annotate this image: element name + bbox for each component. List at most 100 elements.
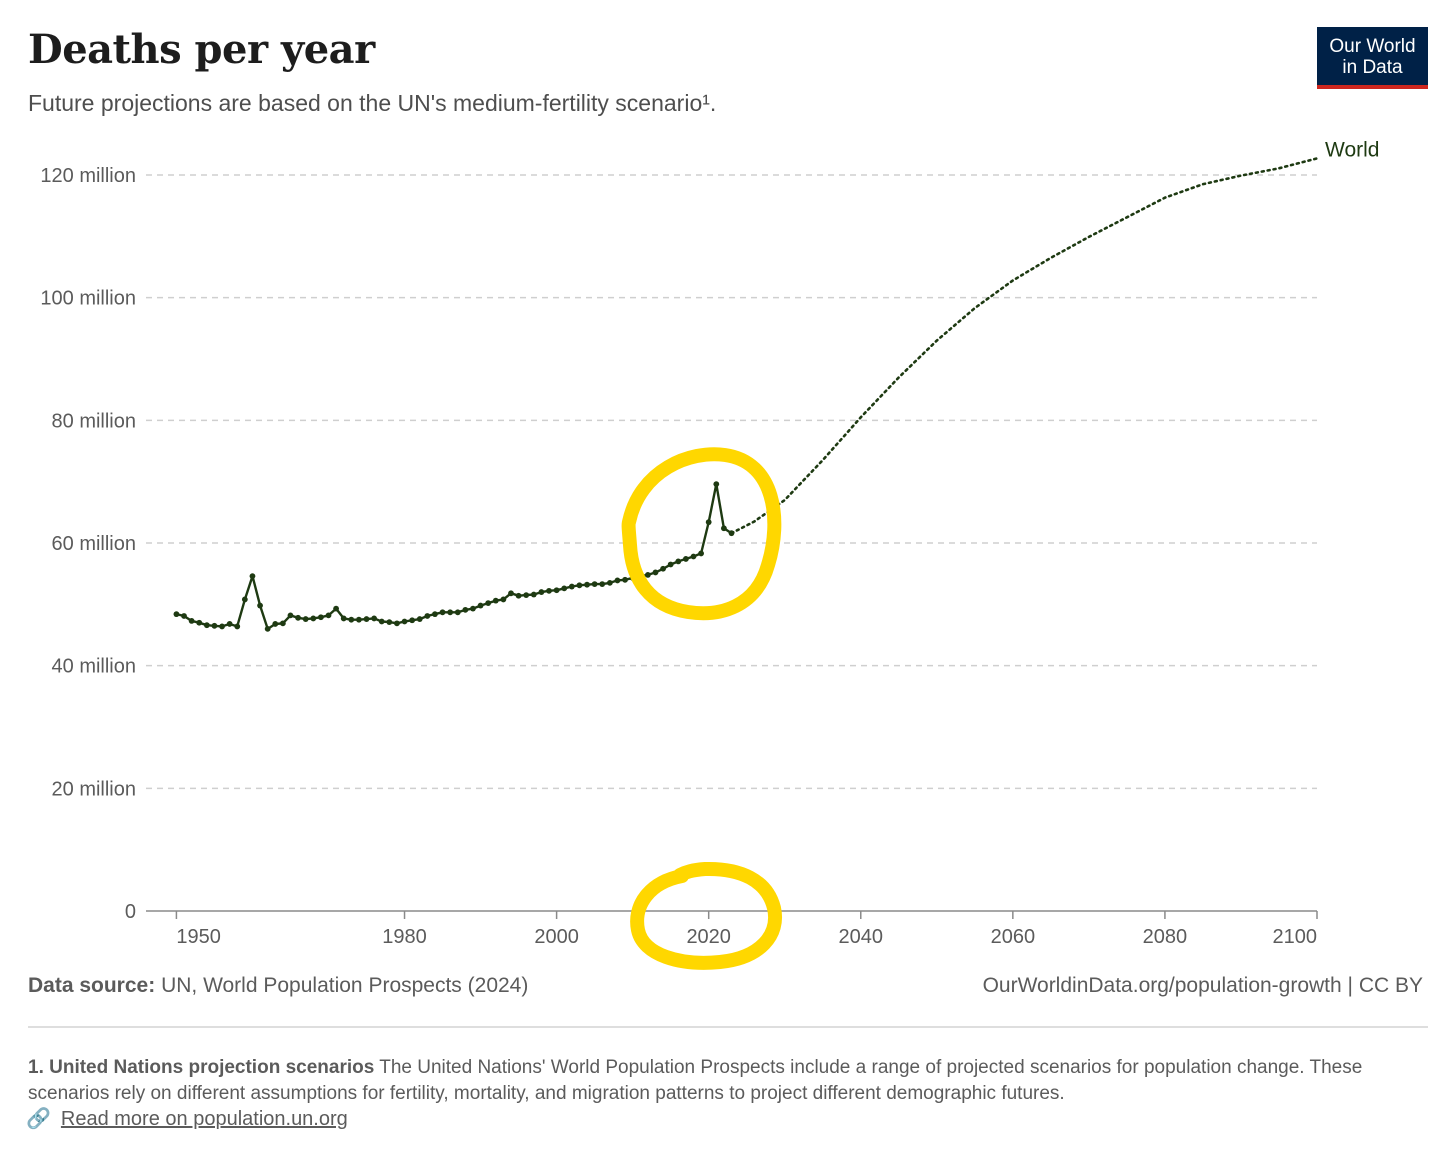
data-source: Data source: UN, World Population Prospe… bbox=[28, 974, 528, 998]
data-point[interactable] bbox=[249, 573, 256, 580]
deaths-chart: 0 20 million 40 million 60 million 80 millio… bbox=[40, 138, 1379, 970]
data-point[interactable] bbox=[599, 581, 606, 587]
footnote-body: The United Nations' World Population Pro… bbox=[28, 1057, 1363, 1104]
x-tick-label: 2040 bbox=[839, 926, 884, 948]
data-point[interactable] bbox=[196, 619, 203, 626]
data-point[interactable] bbox=[644, 571, 651, 578]
data-point[interactable] bbox=[302, 616, 309, 622]
data-point[interactable] bbox=[523, 592, 530, 599]
data-point[interactable] bbox=[295, 614, 301, 621]
data-point[interactable] bbox=[538, 589, 545, 595]
read-more-link[interactable]: Read more on population.un.org bbox=[60, 1108, 348, 1130]
y-tick-label: 20 million bbox=[52, 778, 136, 800]
data-point[interactable] bbox=[470, 605, 476, 612]
data-point[interactable] bbox=[310, 615, 317, 622]
data-point[interactable] bbox=[409, 617, 416, 624]
data-point[interactable] bbox=[424, 613, 431, 619]
data-point[interactable] bbox=[553, 587, 560, 594]
data-point[interactable] bbox=[279, 620, 286, 627]
data-point[interactable] bbox=[188, 617, 195, 624]
data-point[interactable] bbox=[287, 612, 294, 619]
footnote-link-row: 🔗 Read more on population.un.org bbox=[26, 1106, 348, 1131]
data-point[interactable] bbox=[394, 620, 400, 627]
data-point[interactable] bbox=[378, 618, 385, 625]
data-point[interactable] bbox=[660, 565, 666, 572]
data-point[interactable] bbox=[530, 591, 537, 598]
data-point[interactable] bbox=[546, 587, 552, 594]
x-axis: 1950 1980 2000 2020 2040 2060 2080 2100 bbox=[146, 910, 1318, 948]
data-point[interactable] bbox=[705, 519, 712, 526]
data-point[interactable] bbox=[401, 618, 408, 625]
data-point[interactable] bbox=[317, 614, 324, 621]
x-tick-label: 2100 bbox=[1273, 926, 1318, 948]
data-point[interactable] bbox=[447, 609, 454, 616]
data-point[interactable] bbox=[568, 583, 575, 590]
footnote: 1. United Nations projection scenarios T… bbox=[28, 1055, 1428, 1107]
data-point[interactable] bbox=[614, 577, 621, 584]
data-point[interactable] bbox=[720, 525, 727, 532]
data-point[interactable] bbox=[682, 556, 689, 562]
data-point[interactable] bbox=[492, 597, 499, 604]
annotations bbox=[621, 447, 783, 970]
data-point[interactable] bbox=[219, 623, 225, 630]
logo-line-1: Our World bbox=[1329, 36, 1416, 57]
data-point[interactable] bbox=[591, 581, 598, 587]
data-point[interactable] bbox=[584, 581, 590, 588]
owid-logo[interactable]: Our World in Data bbox=[1317, 27, 1428, 89]
grid-lines bbox=[146, 174, 1317, 790]
data-point[interactable] bbox=[234, 623, 241, 630]
data-point[interactable] bbox=[226, 621, 233, 627]
data-source-text[interactable]: UN, World Population Prospects (2024) bbox=[161, 974, 529, 997]
x-tick-label: 1950 bbox=[176, 926, 221, 948]
data-point[interactable] bbox=[485, 600, 492, 607]
data-point[interactable] bbox=[561, 585, 568, 592]
data-point[interactable] bbox=[333, 605, 339, 612]
data-point[interactable] bbox=[477, 602, 484, 609]
data-point[interactable] bbox=[340, 615, 347, 622]
data-point[interactable] bbox=[416, 616, 423, 622]
data-source-label: Data source: bbox=[28, 974, 156, 997]
data-point[interactable] bbox=[462, 606, 469, 613]
data-point[interactable] bbox=[241, 596, 248, 603]
credit-link[interactable]: OurWorldinData.org/population-growth | C… bbox=[982, 974, 1423, 997]
data-point[interactable] bbox=[173, 611, 180, 618]
data-point[interactable] bbox=[690, 553, 697, 560]
data-point[interactable] bbox=[454, 609, 461, 616]
data-point[interactable] bbox=[264, 625, 271, 632]
data-point[interactable] bbox=[713, 481, 720, 488]
data-point[interactable] bbox=[675, 558, 682, 565]
data-point[interactable] bbox=[386, 619, 393, 626]
logo-line-2: in Data bbox=[1342, 57, 1403, 78]
data-point[interactable] bbox=[211, 622, 218, 629]
divider bbox=[28, 1026, 1428, 1028]
data-point[interactable] bbox=[363, 616, 370, 622]
y-tick-label: 40 million bbox=[52, 656, 136, 678]
data-point[interactable] bbox=[508, 590, 514, 597]
data-point[interactable] bbox=[667, 561, 674, 568]
data-point[interactable] bbox=[257, 602, 263, 609]
y-tick-label: 100 million bbox=[40, 288, 136, 310]
x-tick-label: 2000 bbox=[534, 926, 579, 948]
x-tick-label: 2080 bbox=[1143, 926, 1188, 948]
data-point[interactable] bbox=[500, 596, 507, 603]
data-point[interactable] bbox=[272, 621, 279, 627]
data-point[interactable] bbox=[622, 576, 628, 583]
data-point[interactable] bbox=[432, 611, 438, 618]
data-point[interactable] bbox=[698, 550, 704, 557]
highlight-circle-axis bbox=[630, 861, 783, 970]
data-point[interactable] bbox=[371, 615, 378, 622]
series-label-world[interactable]: World bbox=[1325, 138, 1379, 161]
x-tick-label: 1980 bbox=[382, 926, 427, 948]
link-icon: 🔗 bbox=[26, 1108, 51, 1130]
data-point[interactable] bbox=[356, 616, 362, 623]
data-point[interactable] bbox=[576, 582, 583, 589]
data-point[interactable] bbox=[325, 612, 332, 619]
highlight-circle-peak bbox=[621, 447, 782, 621]
data-point[interactable] bbox=[203, 622, 210, 629]
data-point[interactable] bbox=[515, 592, 522, 599]
data-point[interactable] bbox=[181, 613, 187, 619]
data-point[interactable] bbox=[348, 616, 355, 623]
data-point[interactable] bbox=[606, 579, 613, 586]
data-point[interactable] bbox=[652, 569, 659, 576]
data-point[interactable] bbox=[439, 609, 446, 616]
